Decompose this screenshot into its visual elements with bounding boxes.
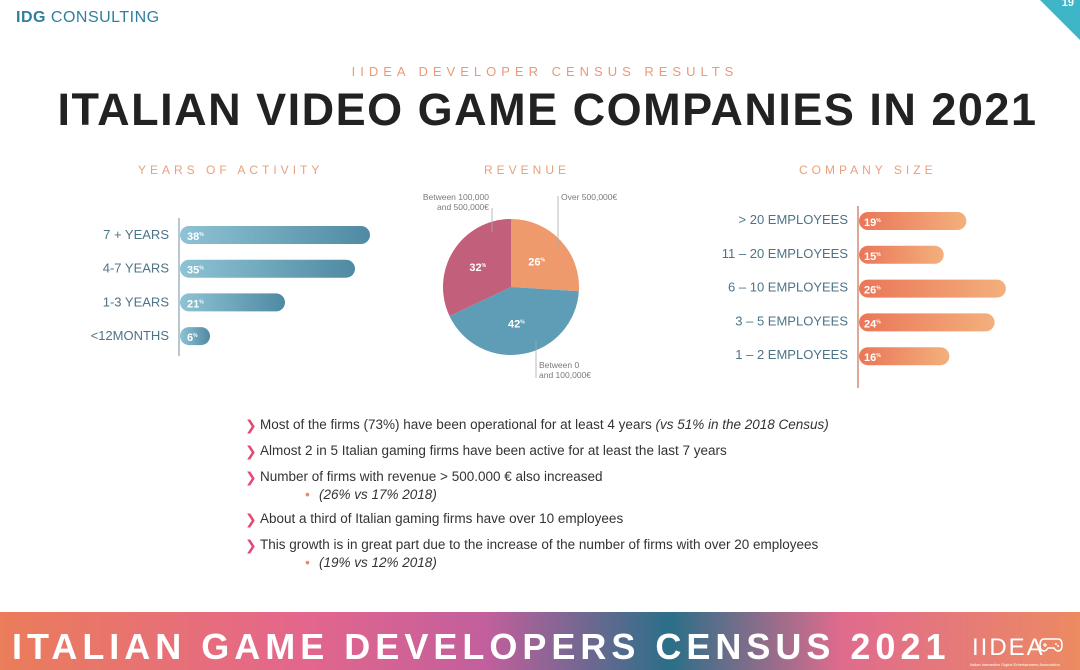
finding-text: Number of firms with revenue > 500.000 €… xyxy=(260,469,603,484)
gamepad-icon xyxy=(1039,638,1063,652)
finding-text: Almost 2 in 5 Italian gaming firms have … xyxy=(260,443,727,458)
finding-text: About a third of Italian gaming firms ha… xyxy=(260,511,624,526)
revenue-chart-title: REVENUE xyxy=(484,163,571,177)
iidea-logo: IIDEA xyxy=(972,634,1045,661)
size-category-label: 6 – 10 EMPLOYEES xyxy=(728,280,848,295)
size-bar xyxy=(859,279,1006,298)
supertitle: IIDEA DEVELOPER CENSUS RESULTS xyxy=(351,64,739,79)
revenue-slice xyxy=(511,219,579,292)
years-bar xyxy=(180,226,370,244)
bullet-dot-icon: • xyxy=(305,555,310,570)
charts-canvas: 7 + YEARS 38%4-7 YEARS 35%1-3 YEARS 21%<12M… xyxy=(91,192,1006,388)
finding-note: (vs 51% in the 2018 Census) xyxy=(655,417,829,432)
footer-banner: ITALIAN GAME DEVELOPERS CENSUS 2021 IIDE… xyxy=(0,612,1080,670)
finding-item: ❯ About a third of Italian gaming firms h… xyxy=(245,510,885,528)
bullet-dot-icon: • xyxy=(305,487,310,502)
revenue-label-mid: Between 100,000 and 500,000€ xyxy=(423,192,489,212)
years-category-label: 1-3 YEARS xyxy=(103,294,170,309)
revenue-slice xyxy=(443,219,511,316)
years-bar xyxy=(180,293,285,312)
iidea-logo-subtitle: Italian Interactive Digital Entertainmen… xyxy=(970,662,1060,667)
chevron-right-icon: ❯ xyxy=(245,469,257,485)
corner-triangle xyxy=(1040,0,1080,40)
size-bar xyxy=(859,313,995,332)
finding-item: ❯ This growth is in great part due to the… xyxy=(245,536,885,554)
finding-subpoint: • (19% vs 12% 2018) xyxy=(245,555,885,570)
finding-subpoint: • (26% vs 17% 2018) xyxy=(245,487,885,502)
size-bar xyxy=(859,245,944,264)
chevron-right-icon: ❯ xyxy=(245,443,257,459)
size-chart-title: COMPANY SIZE xyxy=(799,163,937,177)
chevron-right-icon: ❯ xyxy=(245,511,257,527)
page-number: 19 xyxy=(1061,0,1074,9)
revenue-label-low: Between 0 and 100,000€ xyxy=(539,360,591,380)
years-bar xyxy=(180,327,210,346)
chevron-right-icon: ❯ xyxy=(245,537,257,553)
years-value-label: 6% xyxy=(187,332,198,344)
page-title: ITALIAN VIDEO GAME COMPANIES IN 2021 xyxy=(57,84,1038,135)
finding-item: ❯ Most of the firms (73%) have been opera… xyxy=(245,416,885,434)
chevron-right-icon: ❯ xyxy=(245,417,257,433)
finding-item: ❯ Number of firms with revenue > 500.000 … xyxy=(245,468,885,486)
idg-logo: IDG CONSULTING xyxy=(16,9,160,26)
finding-item: ❯ Almost 2 in 5 Italian gaming firms have… xyxy=(245,442,885,460)
size-category-label: 3 – 5 EMPLOYEES xyxy=(735,313,848,328)
years-chart-title: YEARS OF ACTIVITY xyxy=(138,163,324,177)
revenue-label-over: Over 500,000€ xyxy=(561,192,618,202)
size-bar xyxy=(859,347,950,366)
size-category-label: 11 – 20 EMPLOYEES xyxy=(722,246,849,261)
size-category-label: > 20 EMPLOYEES xyxy=(739,212,849,227)
finding-text: This growth is in great part due to the … xyxy=(260,537,819,552)
finding-subpoint-text: (19% vs 12% 2018) xyxy=(319,555,437,570)
years-category-label: 4-7 YEARS xyxy=(103,261,170,276)
years-bar xyxy=(180,259,355,278)
years-category-label: 7 + YEARS xyxy=(103,227,169,242)
finding-subpoint-text: (26% vs 17% 2018) xyxy=(319,487,437,502)
finding-text: Most of the firms (73%) have been operat… xyxy=(260,417,656,432)
footer-title: ITALIAN GAME DEVELOPERS CENSUS 2021 xyxy=(12,626,951,667)
revenue-slice xyxy=(449,287,579,356)
findings-list: ❯ Most of the firms (73%) have been opera… xyxy=(245,416,885,578)
size-bar xyxy=(859,212,967,230)
size-category-label: 1 – 2 EMPLOYEES xyxy=(735,347,848,362)
years-category-label: <12MONTHS xyxy=(91,328,170,343)
